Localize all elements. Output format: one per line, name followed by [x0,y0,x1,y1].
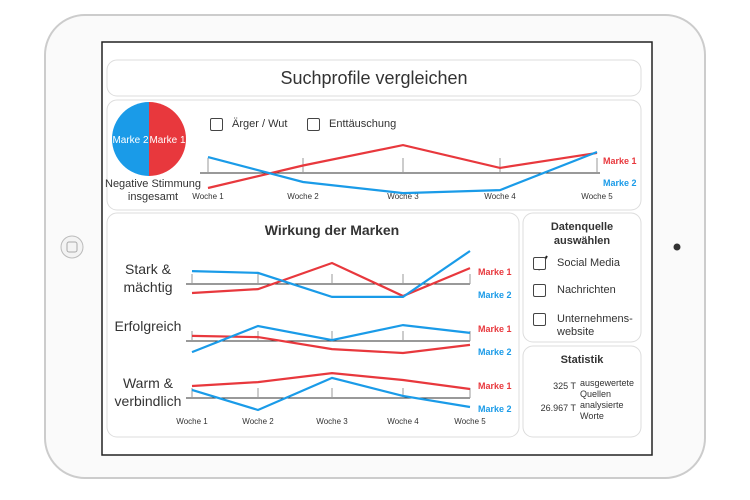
filter-checkbox[interactable] [210,118,223,131]
x-tick-label: Woche 2 [242,417,274,426]
series-label: Marke 1 [603,156,637,166]
pie-slice [112,102,149,176]
line-series [191,371,471,391]
series-label: Marke 1 [478,381,512,391]
source-checkbox[interactable] [533,284,546,297]
stats-panel [522,345,642,438]
x-tick-label: Woche 3 [387,192,419,201]
source-label: Unternehmens-website [557,313,633,338]
line-series [191,261,471,298]
series-label: Marke 1 [478,324,512,334]
source-panel [522,212,642,343]
home-button[interactable] [60,235,84,259]
stat-value: 26.967 T [540,403,576,413]
filter-label: Ärger / Wut [232,118,288,130]
line-series [191,376,471,412]
page-title: Suchprofile vergleichen [280,68,467,88]
source-label: Nachrichten [557,284,616,296]
row-label: Stark & mächtig [123,261,173,295]
series-label: Marke 2 [478,347,512,357]
line-series [191,250,471,298]
series-label: Marke 2 [603,178,637,188]
x-tick-label: Woche 1 [176,417,208,426]
x-tick-label: Woche 2 [287,192,319,201]
series-label: Marke 2 [478,404,512,414]
stats-title: Statistik [560,354,604,366]
line-series [207,150,598,195]
row-label: Warm & verbindlich [114,375,182,409]
stat-label: analysierte Worte [580,400,624,421]
row-label: Erfolgreich [114,318,182,334]
filter-label: Enttäuschung [329,118,397,130]
pie-label: Marke 2 [112,135,149,146]
x-tick-label: Woche 5 [454,417,486,426]
home-icon [66,241,78,253]
stat-label: ausgewertete Quellen [580,378,635,399]
stat-value: 325 T [553,381,576,391]
line-series [191,323,471,354]
x-tick-label: Woche 5 [581,192,613,201]
series-label: Marke 1 [478,267,512,277]
series-label: Marke 2 [478,290,512,300]
source-checkbox[interactable] [533,313,546,326]
camera [673,243,681,251]
impact-title: Wirkung der Marken [265,222,399,238]
source-checkbox[interactable] [533,257,546,270]
x-tick-label: Woche 3 [316,417,348,426]
line-series [191,334,471,355]
x-tick-label: Woche 4 [387,417,419,426]
filter-checkbox[interactable] [307,118,320,131]
header-panel [106,59,642,97]
top-panel [106,99,642,211]
pie-slice [149,102,186,176]
source-title: Datenquelle auswählen [550,221,614,247]
x-tick-label: Woche 4 [484,192,516,201]
pie-label: Marke 1 [149,135,186,146]
x-tick-label: Woche 1 [192,192,224,201]
pie-caption: Negative Stimmung insgesamt [105,178,201,203]
source-label: Social Media [557,257,620,269]
